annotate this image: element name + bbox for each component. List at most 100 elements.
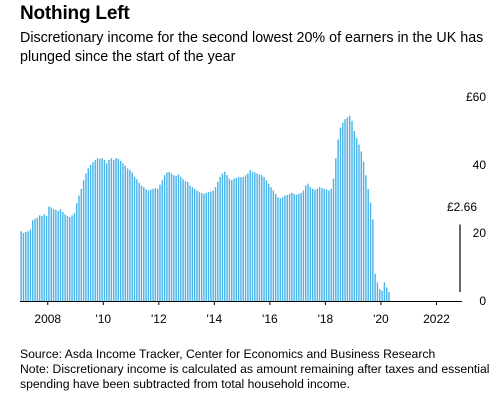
bar (163, 175, 166, 301)
bar (344, 119, 346, 301)
bar (224, 171, 226, 301)
chart-title: Nothing Left (20, 3, 130, 24)
annotation-group: £2.66 (447, 200, 477, 292)
bar (318, 187, 321, 301)
bar (335, 158, 337, 301)
bar (112, 159, 115, 301)
bar (230, 180, 233, 301)
bar (321, 188, 323, 301)
chart-subtitle: Discretionary income for the second lowe… (20, 30, 484, 65)
bar (129, 170, 131, 301)
methodology-note: Note: Discretionary income is calculated… (20, 362, 490, 391)
bar (388, 291, 390, 301)
bar (247, 173, 249, 301)
bar (80, 188, 83, 301)
bar (233, 178, 235, 301)
bar (85, 173, 87, 301)
bar (55, 209, 57, 301)
bar (346, 117, 349, 302)
bar (119, 160, 122, 301)
bar (99, 158, 101, 301)
bar (369, 202, 372, 301)
x-tick-label: '18 (318, 312, 334, 326)
y-axis: £60 40 20 0 (466, 90, 486, 308)
bars-group (20, 115, 390, 302)
bar (242, 176, 244, 301)
bar (307, 183, 309, 301)
bar (143, 187, 145, 301)
bar (147, 190, 150, 301)
bar (251, 171, 254, 301)
bar (43, 214, 46, 301)
bar (217, 182, 219, 301)
bar (203, 193, 205, 301)
bar (122, 163, 124, 301)
bar (159, 184, 161, 301)
bar (20, 231, 22, 301)
bar (64, 214, 66, 301)
annotation-label: £2.66 (447, 200, 477, 214)
bar (281, 197, 284, 301)
bar (50, 207, 52, 301)
bar (82, 180, 85, 301)
bar (177, 174, 180, 301)
bar (184, 181, 187, 301)
bar (235, 177, 238, 301)
bar (386, 287, 388, 301)
bar (138, 182, 140, 301)
y-tick-label: 0 (479, 294, 486, 308)
bar (170, 173, 173, 301)
bar (25, 231, 27, 301)
bar (305, 185, 307, 301)
bar (258, 174, 261, 301)
bar (34, 218, 36, 301)
bar (339, 127, 342, 301)
bar (140, 185, 143, 301)
bar (249, 170, 251, 301)
bar (150, 189, 152, 301)
bar (133, 176, 136, 301)
bar (274, 193, 277, 301)
bar (295, 194, 298, 301)
bar (358, 144, 360, 301)
bar (22, 233, 25, 301)
bar (342, 122, 344, 301)
bar (263, 176, 265, 301)
bar (182, 179, 184, 301)
bar (374, 273, 376, 301)
bar (279, 198, 281, 301)
bar (226, 175, 228, 301)
bar (311, 188, 314, 301)
bar (284, 195, 286, 301)
bar (131, 172, 133, 301)
bar (166, 172, 168, 301)
bar (52, 209, 55, 301)
bar (212, 190, 214, 301)
bar (214, 187, 217, 301)
bar (187, 182, 189, 301)
bar (168, 171, 170, 301)
x-tick-label: '12 (151, 312, 167, 326)
bar (309, 187, 312, 301)
x-tick-label: 2008 (34, 312, 61, 326)
bar (106, 163, 108, 301)
bar (207, 192, 210, 301)
y-tick-label: 40 (473, 158, 487, 172)
bar (221, 173, 224, 301)
bar (228, 178, 231, 301)
bar (89, 165, 92, 301)
y-tick-label: 20 (473, 226, 487, 240)
bar (302, 190, 305, 301)
bar (348, 115, 351, 301)
bar (205, 192, 207, 301)
bar (256, 173, 258, 301)
bar (277, 197, 279, 301)
bar (196, 190, 198, 301)
bar (330, 188, 332, 301)
bar (48, 206, 50, 301)
bar (110, 158, 113, 301)
bar (360, 151, 362, 301)
bar (300, 192, 302, 301)
bar (314, 189, 316, 301)
bar (376, 282, 379, 301)
